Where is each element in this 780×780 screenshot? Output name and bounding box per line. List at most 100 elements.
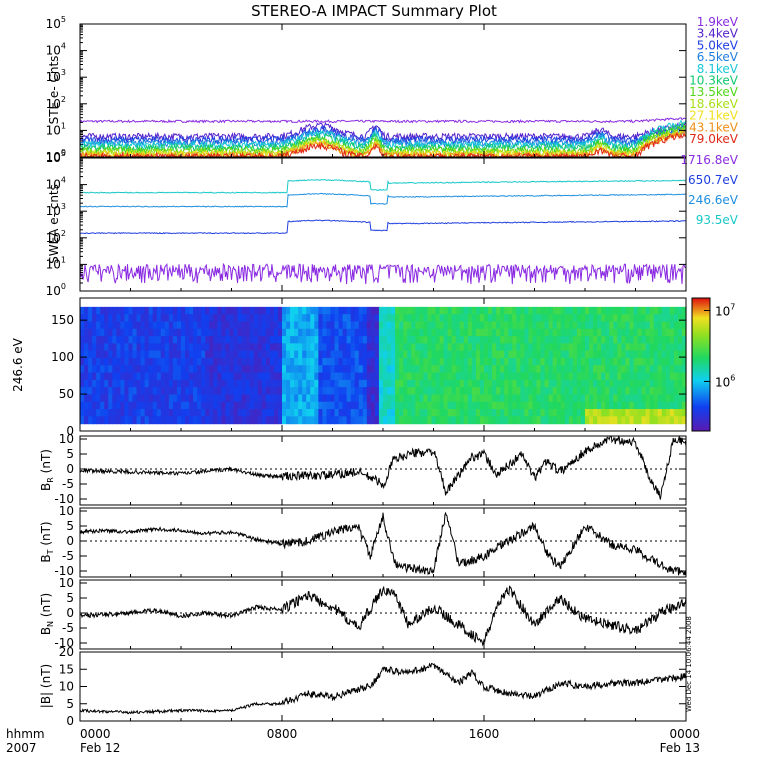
- heatmap-cell: [156, 409, 162, 417]
- heatmap-cell: [504, 401, 509, 410]
- heatmap-cell: [88, 416, 93, 425]
- heatmap-cell: [609, 416, 614, 425]
- heatmap-cell: [399, 372, 404, 381]
- heatmap-cell: [407, 350, 412, 359]
- heatmap-cell: [609, 372, 614, 381]
- heatmap-cell: [92, 394, 97, 403]
- heatmap-cell: [132, 328, 138, 337]
- heatmap-cell: [508, 372, 513, 381]
- heatmap-cell: [609, 365, 614, 374]
- heatmap-cell: [681, 306, 687, 315]
- heatmap-cell: [552, 357, 558, 366]
- heatmap-cell: [96, 416, 101, 425]
- heatmap-cell: [197, 394, 202, 403]
- ytick-label: 100: [46, 282, 66, 298]
- heatmap-cell: [84, 314, 89, 323]
- heatmap-cell: [677, 387, 683, 396]
- heatmap-cell: [176, 372, 182, 381]
- heatmap-cell: [665, 336, 671, 344]
- heatmap-cell: [253, 379, 259, 388]
- heatmap-cell: [387, 306, 392, 315]
- heatmap-cell: [447, 350, 453, 359]
- heatmap-cell: [601, 357, 606, 366]
- heatmap-cell: [459, 336, 465, 344]
- heatmap-cell: [637, 343, 643, 352]
- heatmap-cell: [572, 328, 578, 337]
- heatmap-cell: [613, 416, 618, 425]
- heatmap-cell: [294, 357, 299, 366]
- ytick-exponent: 3: [61, 202, 66, 211]
- heatmap-cell: [237, 379, 243, 388]
- heatmap-cell: [104, 306, 109, 315]
- heatmap-cell: [225, 409, 231, 417]
- heatmap-cell: [120, 372, 126, 381]
- heatmap-cell: [556, 328, 562, 337]
- heatmap-cell: [100, 357, 105, 366]
- heatmap-cell: [427, 314, 433, 323]
- heatmap-cell: [443, 401, 449, 410]
- heatmap-cell: [350, 387, 356, 396]
- heatmap-cell: [407, 401, 412, 410]
- heatmap-cell: [330, 343, 336, 352]
- heatmap-cell: [257, 321, 263, 330]
- heatmap-cell: [564, 343, 570, 352]
- heatmap-cell: [197, 401, 202, 410]
- heatmap-cell: [136, 394, 142, 403]
- heatmap-cell: [330, 336, 336, 344]
- heatmap-cell: [451, 357, 457, 366]
- heatmap-cell: [520, 372, 525, 381]
- heatmap-cell: [439, 372, 445, 381]
- heatmap-cell: [100, 321, 105, 330]
- heatmap-cell: [455, 343, 461, 352]
- heatmap-cell: [144, 328, 150, 337]
- heatmap-cell: [677, 336, 683, 344]
- heatmap-cell: [661, 401, 667, 410]
- heatmap-cell: [484, 314, 489, 323]
- heatmap-cell: [116, 321, 121, 330]
- heatmap-cell: [168, 416, 174, 425]
- heatmap-cell: [176, 365, 182, 374]
- heatmap-cell: [532, 394, 538, 403]
- heatmap-cell: [277, 306, 283, 315]
- heatmap-cell: [661, 328, 667, 337]
- heatmap-cell: [399, 394, 404, 403]
- heatmap-cell: [314, 321, 319, 330]
- heatmap-cell: [500, 372, 505, 381]
- heatmap-cell: [84, 350, 89, 359]
- heatmap-cell: [229, 336, 235, 344]
- heatmap-cell: [136, 350, 142, 359]
- heatmap-cell: [221, 306, 227, 315]
- heatmap-cell: [605, 343, 610, 352]
- heatmap-cell: [322, 365, 328, 374]
- heatmap-cell: [362, 321, 368, 330]
- heatmap-cell: [221, 328, 227, 337]
- heatmap-cell: [217, 365, 222, 374]
- heatmap-cell: [403, 401, 408, 410]
- heatmap-cell: [617, 336, 622, 344]
- heatmap-cell: [463, 387, 469, 396]
- heatmap-cell: [532, 409, 538, 417]
- heatmap-cell: [358, 321, 364, 330]
- heatmap-cell: [475, 372, 481, 381]
- heatmap-cell: [669, 357, 675, 366]
- heatmap-cell: [568, 416, 574, 425]
- heatmap-cell: [306, 365, 311, 374]
- heatmap-cell: [290, 328, 295, 337]
- heatmap-cell: [362, 306, 368, 315]
- heatmap-cell: [585, 314, 590, 323]
- heatmap-cell: [467, 321, 473, 330]
- heatmap-cell: [152, 416, 158, 425]
- heatmap-cell: [649, 357, 655, 366]
- heatmap-cell: [556, 401, 562, 410]
- heatmap-cell: [221, 372, 227, 381]
- heatmap-cell: [488, 365, 493, 374]
- heatmap-cell: [548, 387, 554, 396]
- heatmap-cell: [282, 379, 287, 388]
- heatmap-cell: [548, 409, 554, 417]
- heatmap-cell: [407, 394, 412, 403]
- heatmap-cell: [629, 372, 635, 381]
- heatmap-cell: [459, 394, 465, 403]
- heatmap-cell: [370, 350, 376, 359]
- heatmap-cell: [504, 321, 509, 330]
- heatmap-cell: [387, 357, 392, 366]
